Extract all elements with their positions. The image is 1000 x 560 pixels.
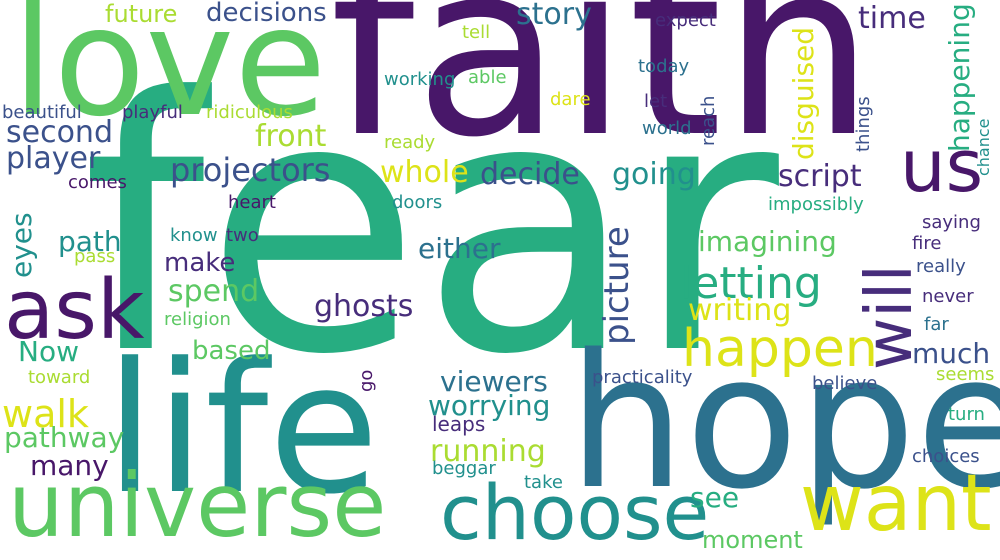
word-path: path: [58, 225, 122, 258]
word-decisions: decisions: [206, 0, 327, 28]
word-never: never: [922, 286, 974, 307]
word-pass: pass: [74, 246, 116, 267]
word-go: go: [356, 369, 377, 392]
word-see: see: [690, 481, 740, 514]
word-projectors: projectors: [170, 151, 331, 189]
word-two: two: [226, 225, 259, 246]
word-eyes: eyes: [5, 212, 38, 278]
word-able: able: [468, 67, 507, 88]
word-walk: walk: [2, 392, 89, 436]
word-practicality: practicality: [592, 367, 693, 388]
word-time: time: [858, 1, 926, 36]
word-going: going: [612, 157, 696, 192]
word-beautiful: beautiful: [2, 102, 82, 123]
word-tell: tell: [462, 22, 491, 43]
word-leaps: leaps: [432, 412, 486, 436]
word-happening: happening: [943, 3, 976, 152]
word-saying: saying: [922, 212, 981, 233]
word-believe: believe: [812, 373, 878, 394]
word-ready: ready: [384, 132, 436, 153]
word-impossibly: impossibly: [768, 194, 864, 215]
word-toward: toward: [28, 367, 91, 388]
word-future: future: [105, 0, 178, 28]
word-disguised: disguised: [787, 26, 820, 160]
word-fire: fire: [912, 233, 942, 254]
word-picture: picture: [597, 226, 637, 345]
word-second: second: [6, 115, 113, 150]
word-worrying: worrying: [428, 389, 551, 422]
word-decide: decide: [480, 157, 580, 192]
word-us: us: [900, 124, 984, 208]
word-far: far: [924, 314, 949, 335]
word-script: script: [778, 159, 862, 194]
word-working: working: [384, 69, 456, 90]
word-based: based: [192, 336, 271, 366]
word-ridiculous: ridiculous: [206, 102, 293, 123]
word-things: things: [853, 96, 874, 152]
word-heart: heart: [228, 192, 276, 213]
word-today: today: [638, 56, 690, 77]
word-ask: ask: [4, 263, 145, 358]
word-love: love: [12, 0, 327, 150]
word-universe: universe: [8, 454, 387, 557]
word-choices: choices: [912, 446, 980, 467]
word-make: make: [164, 248, 236, 278]
word-either: either: [418, 232, 501, 265]
word-faith: faith: [330, 0, 875, 190]
word-front: front: [255, 119, 327, 154]
word-really: really: [916, 256, 966, 277]
word-moment: moment: [702, 526, 803, 554]
word-story: story: [516, 0, 592, 32]
word-let: let: [644, 91, 668, 112]
word-world: world: [642, 118, 692, 139]
word-ghosts: ghosts: [314, 289, 414, 324]
word-many: many: [30, 449, 109, 482]
word-Now: Now: [18, 335, 79, 368]
word-playful: playful: [122, 102, 183, 123]
word-religion: religion: [164, 309, 231, 330]
word-doors: doors: [392, 192, 443, 213]
word-reach: reach: [698, 95, 719, 146]
word-writing: writing: [688, 293, 792, 328]
word-turn: turn: [948, 404, 985, 425]
word-seems: seems: [936, 364, 995, 385]
word-player: player: [6, 141, 101, 176]
word-fear: fear: [82, 23, 779, 431]
word-beggar: beggar: [432, 458, 496, 479]
word-comes: comes: [68, 172, 127, 193]
word-want: want: [800, 459, 992, 549]
word-pathway: pathway: [4, 421, 125, 454]
word-spend: spend: [168, 274, 260, 309]
word-chance: chance: [974, 118, 993, 176]
word-expect: expect: [655, 10, 716, 31]
word-hope: hope: [568, 314, 1000, 530]
word-much: much: [912, 337, 991, 370]
word-whole: whole: [380, 155, 469, 190]
word-imagining: imagining: [698, 225, 837, 258]
word-happen: happen: [682, 319, 878, 379]
word-choose: choose: [440, 468, 710, 557]
word-running: running: [430, 434, 546, 469]
word-viewers: viewers: [440, 365, 548, 398]
word-letting: letting: [680, 258, 822, 309]
word-know: know: [170, 225, 218, 246]
word-take: take: [524, 472, 563, 493]
word-life: life: [105, 325, 380, 534]
word-dare: dare: [550, 89, 591, 110]
